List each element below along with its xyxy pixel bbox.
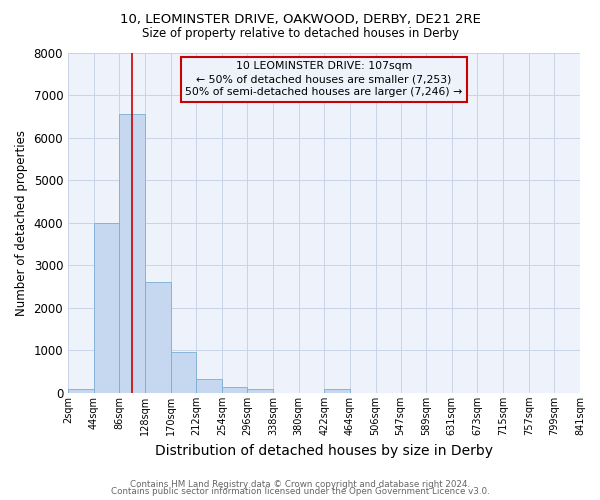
Bar (247, 388, 273, 393)
Bar (68, 390, 94, 393)
Bar (196, 380, 222, 393)
Bar (145, 282, 170, 393)
Text: 10 LEOMINSTER DRIVE: 107sqm
← 50% of detached houses are smaller (7,253)
50% of : 10 LEOMINSTER DRIVE: 107sqm ← 50% of det… (185, 61, 463, 98)
Text: Contains HM Land Registry data © Crown copyright and database right 2024.: Contains HM Land Registry data © Crown c… (130, 480, 470, 489)
Text: 10, LEOMINSTER DRIVE, OAKWOOD, DERBY, DE21 2RE: 10, LEOMINSTER DRIVE, OAKWOOD, DERBY, DE… (119, 12, 481, 26)
Bar (325, 388, 350, 393)
Bar (170, 352, 196, 393)
Y-axis label: Number of detached properties: Number of detached properties (15, 130, 28, 316)
Bar (119, 114, 145, 393)
Text: Size of property relative to detached houses in Derby: Size of property relative to detached ho… (142, 28, 458, 40)
Text: Contains public sector information licensed under the Open Government Licence v3: Contains public sector information licen… (110, 488, 490, 496)
X-axis label: Distribution of detached houses by size in Derby: Distribution of detached houses by size … (155, 444, 493, 458)
Bar (222, 388, 247, 393)
Bar (94, 222, 119, 393)
